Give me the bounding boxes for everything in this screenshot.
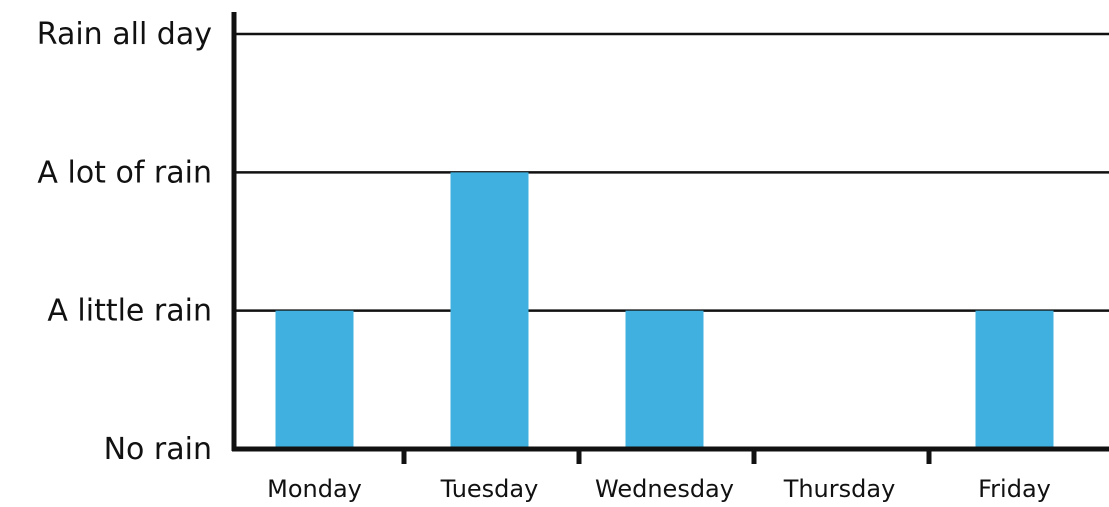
bar-tuesday <box>450 172 529 450</box>
x-tick-label: Tuesday <box>440 475 539 503</box>
x-tick-label: Thursday <box>783 475 896 503</box>
x-tick-label: Friday <box>978 475 1051 503</box>
y-tick-label: A lot of rain <box>37 155 212 190</box>
x-axis-labels: Monday Tuesday Wednesday Thursday Friday <box>267 475 1051 503</box>
bar-monday <box>275 310 354 449</box>
bar-wednesday <box>625 310 704 449</box>
gridlines <box>234 32 1109 312</box>
y-tick-label: A little rain <box>47 294 212 329</box>
y-tick-label: Rain all day <box>37 17 212 52</box>
axes <box>231 12 1109 464</box>
x-tick-label: Wednesday <box>595 475 734 503</box>
y-axis-labels: No rain A little rain A lot of rain Rain al… <box>37 17 212 467</box>
bar-friday <box>975 310 1054 449</box>
y-tick-label: No rain <box>104 432 212 467</box>
bars <box>275 172 1054 450</box>
x-tick-label: Monday <box>267 475 362 503</box>
